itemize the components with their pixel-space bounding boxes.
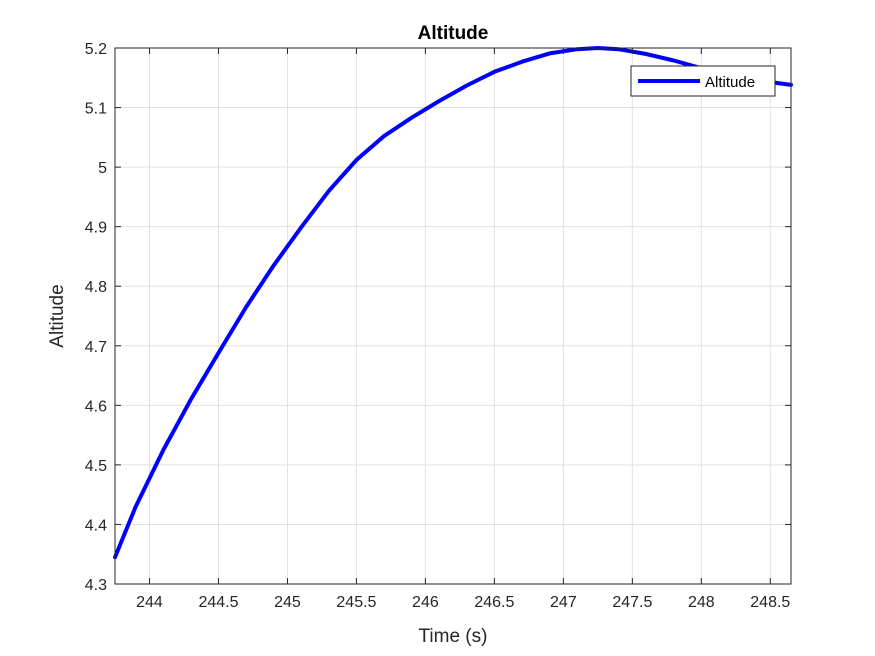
tick-labels: 244 244.5 245 245.5 246 246.5 247 247.5 248 248.5… xyxy=(85,41,791,611)
x-tick-label: 247.5 xyxy=(612,594,652,611)
x-tick-label: 244 xyxy=(136,594,163,611)
x-tick-label: 246 xyxy=(412,594,439,611)
y-tick-label: 4.3 xyxy=(85,577,107,594)
x-tick-label: 244.5 xyxy=(198,594,238,611)
ticks xyxy=(115,47,791,585)
series-layer xyxy=(113,46,793,560)
y-axis-label: Altitude xyxy=(47,284,68,347)
x-tick-label: 245.5 xyxy=(336,594,376,611)
y-tick-label: 4.4 xyxy=(85,517,107,534)
x-tick-label: 246.5 xyxy=(474,594,514,611)
y-tick-label: 5.2 xyxy=(85,41,107,58)
x-tick-label: 248.5 xyxy=(750,594,790,611)
chart-title: Altitude xyxy=(418,23,489,44)
legend-entry-altitude: Altitude xyxy=(705,74,755,91)
x-tick-label: 245 xyxy=(274,594,301,611)
y-tick-label: 4.7 xyxy=(85,339,107,356)
x-tick-label: 247 xyxy=(550,594,577,611)
y-tick-label: 4.8 xyxy=(85,279,107,296)
y-tick-label: 5 xyxy=(98,160,107,177)
plot-area xyxy=(115,48,791,584)
y-tick-label: 4.5 xyxy=(85,458,107,475)
y-tick-label: 4.9 xyxy=(85,220,107,237)
y-tick-label: 4.6 xyxy=(85,398,107,415)
x-axis-label: Time (s) xyxy=(419,626,488,647)
legend: Altitude xyxy=(630,65,776,97)
series-line-altitude xyxy=(113,46,793,560)
y-tick-label: 5.1 xyxy=(85,101,107,118)
plot-border xyxy=(114,47,792,585)
x-tick-label: 248 xyxy=(688,594,715,611)
